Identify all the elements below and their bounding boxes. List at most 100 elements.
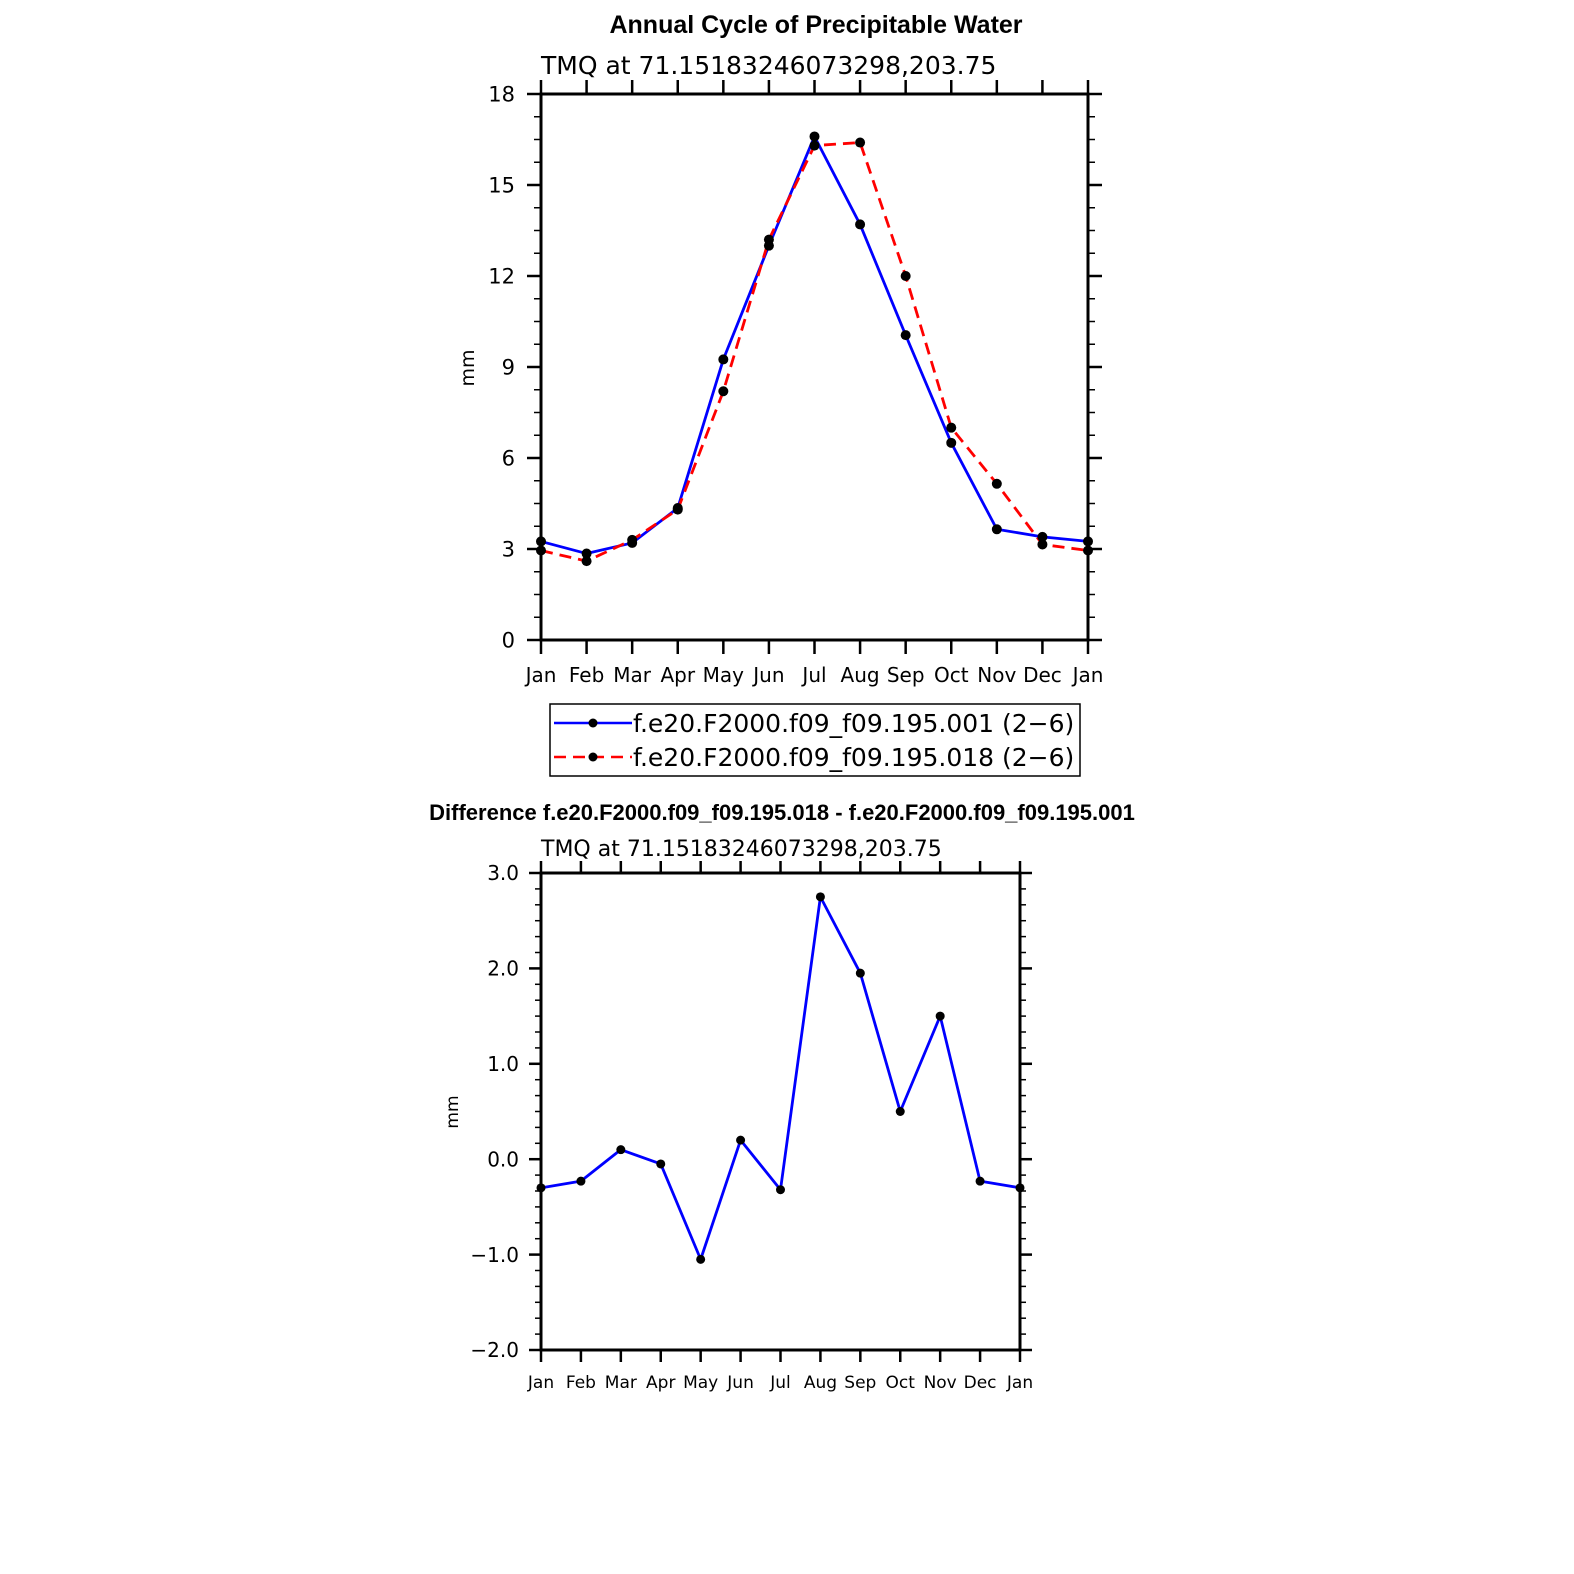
x-tick-label: Jun	[751, 663, 784, 687]
series-line-1	[540, 135, 1089, 555]
data-point-series-1	[855, 219, 866, 230]
data-point-series-1	[935, 1011, 945, 1021]
x-tick-label: Dec	[964, 1373, 997, 1393]
data-point-series-2	[900, 271, 911, 281]
plot-frame	[539, 871, 1022, 1352]
x-tick-label: Oct	[934, 663, 969, 687]
x-tick-label: May	[703, 663, 745, 687]
y-tick-label: 15	[488, 174, 515, 198]
x-tick-label: Jan	[527, 1373, 554, 1393]
x-tick-label: May	[683, 1373, 718, 1393]
data-point-series-1	[776, 1185, 785, 1195]
x-tick-label: Feb	[569, 663, 604, 687]
x-tick-label: Dec	[1023, 663, 1062, 687]
x-tick-label: Jul	[769, 1373, 791, 1393]
series-line-1	[540, 895, 1021, 1261]
data-point-series-2	[581, 556, 592, 567]
plot-frame	[539, 92, 1090, 642]
data-point-series-2	[1083, 545, 1093, 556]
legend-marker-series-2	[588, 752, 598, 762]
x-tick-label: Mar	[613, 663, 652, 687]
legend-label-series-1: f.e20.F2000.f09_f09.195.001 (2−6)	[633, 709, 1074, 738]
data-point-series-2	[1037, 539, 1048, 550]
data-point-series-1	[616, 1145, 626, 1155]
series-line-2	[540, 141, 1089, 563]
y-tick-label: 3.0	[487, 861, 519, 885]
series-lines	[540, 895, 1021, 1261]
data-point-series-1	[576, 1176, 586, 1186]
y-tick-label: 0.0	[487, 1147, 519, 1171]
y-tick-label: 6	[502, 447, 515, 471]
data-point-series-1	[536, 536, 546, 547]
y-tick-label: 3	[502, 538, 515, 562]
x-tick-label: Apr	[660, 663, 695, 687]
x-tick-label: Nov	[924, 1373, 957, 1393]
data-point-series-1	[656, 1159, 666, 1169]
data-point-series-1	[991, 524, 1002, 535]
data-point-series-1	[855, 968, 865, 978]
plot-area: Jan Feb Mar Apr May Jun Jul Aug Sep Oct Nov Dec Jan−…	[470, 861, 1033, 1393]
y-tick-label: 1.0	[487, 1052, 519, 1076]
data-point-series-2	[627, 534, 638, 545]
y-tick-label: 2.0	[487, 957, 519, 981]
data-point-series-1	[1037, 531, 1048, 542]
data-point-series-1	[736, 1135, 746, 1145]
chart-subtitle: TMQ at 71.15183246073298,203.75	[540, 837, 942, 862]
data-point-series-1	[718, 354, 729, 365]
data-markers	[536, 131, 1093, 567]
chart-title: Difference f.e20.F2000.f09_f09.195.018 -…	[429, 800, 1135, 825]
y-tick-label: −2.0	[470, 1338, 519, 1362]
data-markers	[536, 892, 1025, 1264]
data-point-series-2	[809, 140, 820, 151]
legend-marker-series-1	[588, 718, 598, 728]
y-tick-label: 12	[488, 265, 515, 289]
x-tick-label: Feb	[566, 1373, 596, 1393]
annual-cycle-chart: Annual Cycle of Precipitable Water TMQ a…	[457, 11, 1103, 777]
data-point-series-1	[946, 437, 957, 448]
data-point-series-1	[895, 1107, 905, 1116]
plot-area: Jan Feb Mar Apr May Jun Jul Aug Sep Oct Nov Dec Jan 0…	[488, 80, 1103, 687]
y-tick-label: 18	[488, 83, 515, 107]
data-point-series-1	[581, 548, 592, 559]
data-point-series-2	[763, 234, 774, 245]
legend-box	[549, 703, 1081, 777]
chart-subtitle: TMQ at 71.15183246073298,203.75	[540, 51, 996, 80]
x-tick-label: Mar	[605, 1373, 637, 1393]
legend-label-series-2: f.e20.F2000.f09_f09.195.018 (2−6)	[633, 743, 1074, 772]
data-point-series-1	[809, 131, 820, 142]
data-point-series-2	[946, 422, 957, 433]
data-point-series-1	[1015, 1183, 1025, 1193]
data-point-series-1	[1083, 536, 1093, 547]
data-point-series-2	[536, 545, 546, 556]
data-point-series-1	[536, 1183, 546, 1193]
data-point-series-1	[696, 1254, 706, 1264]
y-tick-label: 0	[502, 629, 515, 653]
data-point-series-1	[815, 892, 825, 902]
data-point-series-1	[900, 330, 911, 341]
x-tick-label: Jun	[726, 1373, 754, 1393]
x-tick-label: Sep	[844, 1373, 876, 1393]
y-tick-label: 9	[502, 356, 515, 380]
x-tick-label: Aug	[804, 1373, 837, 1393]
data-point-series-2	[672, 504, 683, 515]
y-axis-label: mm	[443, 1095, 463, 1128]
x-tick-label: Jan	[1006, 1373, 1033, 1393]
x-tick-label: Jan	[1071, 663, 1104, 687]
data-point-series-2	[855, 137, 866, 148]
x-tick-label: Sep	[887, 663, 925, 687]
legend: f.e20.F2000.f09_f09.195.001 (2−6) f.e20.…	[549, 703, 1081, 777]
y-axis-label: mm	[457, 349, 479, 386]
x-tick-label: Nov	[977, 663, 1016, 687]
x-tick-label: Aug	[841, 663, 880, 687]
difference-chart: Difference f.e20.F2000.f09_f09.195.018 -…	[429, 800, 1135, 1393]
data-point-series-1	[975, 1176, 985, 1186]
y-tick-label: −1.0	[470, 1243, 519, 1267]
x-tick-label: Jul	[800, 663, 826, 687]
series-lines	[540, 135, 1089, 563]
chart-title: Annual Cycle of Precipitable Water	[609, 11, 1022, 39]
x-tick-label: Jan	[524, 663, 557, 687]
data-point-series-2	[991, 478, 1002, 489]
data-point-series-2	[718, 386, 729, 397]
x-tick-label: Apr	[646, 1373, 675, 1393]
